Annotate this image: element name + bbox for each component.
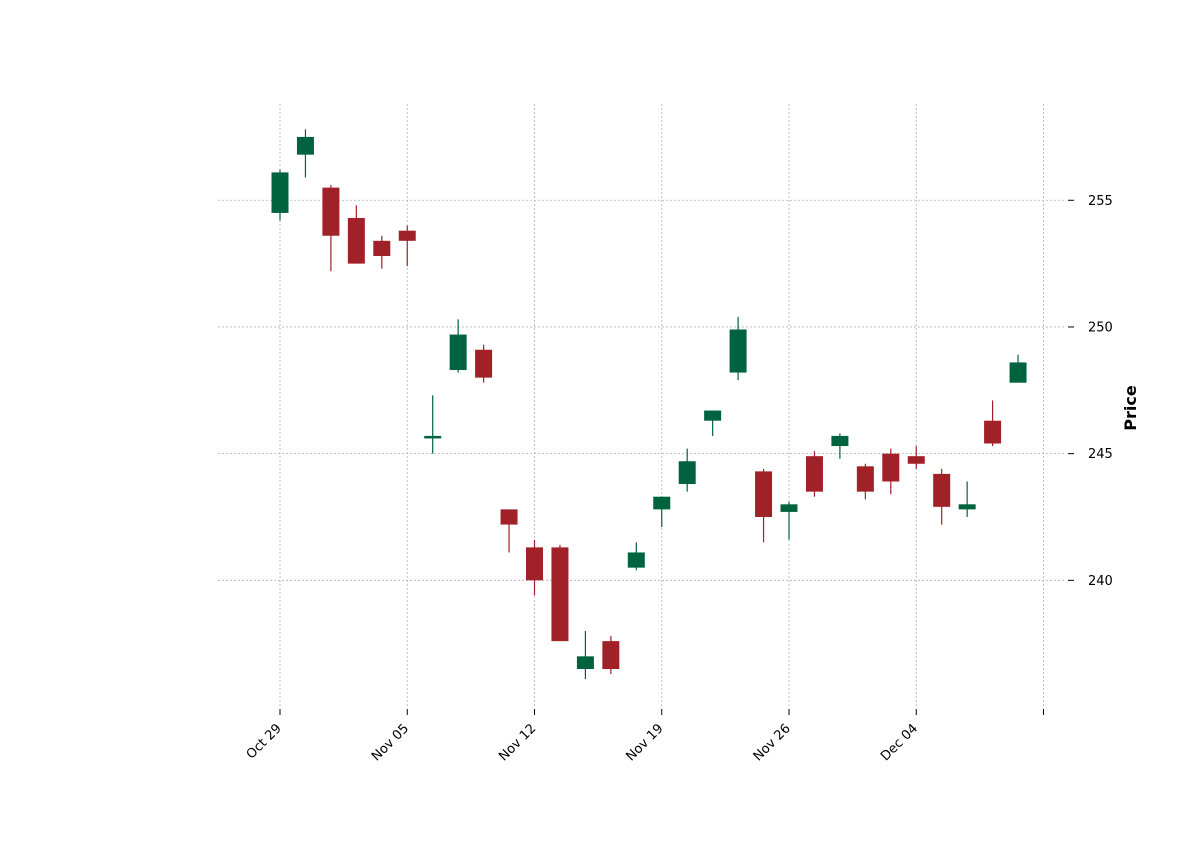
y-tick-label: 255 xyxy=(1088,194,1113,209)
candle-up xyxy=(780,501,798,540)
candle-down xyxy=(882,448,900,495)
candle-down xyxy=(526,539,543,596)
candles xyxy=(271,129,1027,680)
candle-body xyxy=(602,641,620,669)
candle-down xyxy=(551,544,569,642)
candle-body xyxy=(347,218,365,264)
candle-down xyxy=(933,468,951,525)
candle-down xyxy=(500,509,518,553)
candle-down xyxy=(347,205,365,264)
candle-body xyxy=(882,453,900,482)
candle-body xyxy=(653,496,671,510)
x-tick-label: Nov 26 xyxy=(751,721,794,764)
candle-body xyxy=(1009,362,1027,383)
candle-body xyxy=(933,473,951,507)
candle-body xyxy=(449,334,467,371)
candle-down xyxy=(907,446,925,469)
candle-up xyxy=(424,395,442,454)
candle-down xyxy=(373,235,391,269)
candle-up xyxy=(576,630,594,680)
y-axis: 240 245 250 255 xyxy=(1068,194,1113,589)
candle-up xyxy=(296,129,314,178)
candle-down xyxy=(755,468,773,543)
candle-body xyxy=(958,504,976,510)
candle-body xyxy=(373,240,391,257)
grid-lines xyxy=(218,104,1064,707)
candle-up xyxy=(653,496,671,528)
candle-body xyxy=(296,136,314,155)
candle-down xyxy=(856,463,874,500)
candle-down xyxy=(602,636,620,675)
candle-body xyxy=(271,172,289,213)
candle-body xyxy=(398,230,416,241)
y-tick-label: 240 xyxy=(1088,574,1113,589)
candle-up xyxy=(831,433,849,459)
candle-body xyxy=(755,471,773,517)
candle-body xyxy=(831,435,849,447)
x-tick-label: Oct 29 xyxy=(244,721,285,762)
candle-up xyxy=(627,542,645,571)
candle-body xyxy=(526,547,543,581)
candle-body xyxy=(704,410,722,421)
candle-up xyxy=(449,319,467,373)
candle-body xyxy=(805,456,823,492)
candle-up xyxy=(958,481,976,517)
candle-up xyxy=(1009,354,1027,383)
candle-body xyxy=(551,547,569,642)
candle-down xyxy=(805,451,823,497)
candle-down xyxy=(984,400,1002,447)
candle-up xyxy=(704,410,722,436)
candle-body xyxy=(500,509,518,525)
candle-body xyxy=(322,187,340,236)
y-axis-label: Price xyxy=(1121,385,1140,431)
candle-body xyxy=(627,552,645,568)
candle-body xyxy=(856,466,874,492)
candle-body xyxy=(475,349,493,378)
x-tick-label: Nov 12 xyxy=(496,721,539,764)
candle-body xyxy=(780,504,798,512)
candle-body xyxy=(907,456,925,464)
x-tick-label: Nov 19 xyxy=(623,721,666,764)
x-tick-label: Dec 04 xyxy=(878,721,921,764)
y-tick-label: 245 xyxy=(1088,447,1113,462)
candle-body xyxy=(984,420,1002,444)
x-axis: Oct 29 Nov 05 Nov 12 Nov 19 Nov 26 Dec 04 xyxy=(244,709,1044,764)
x-tick-label: Nov 05 xyxy=(369,721,412,764)
candle-up xyxy=(271,169,289,221)
candle-down xyxy=(475,344,493,383)
candle-down xyxy=(322,185,340,272)
candle-up xyxy=(729,316,747,381)
candle-body xyxy=(678,461,696,485)
candle-body xyxy=(576,656,594,669)
candle-up xyxy=(678,448,696,492)
candle-body xyxy=(729,329,747,373)
y-tick-label: 250 xyxy=(1088,320,1113,335)
candle-down xyxy=(398,225,416,267)
candle-body xyxy=(424,435,442,439)
